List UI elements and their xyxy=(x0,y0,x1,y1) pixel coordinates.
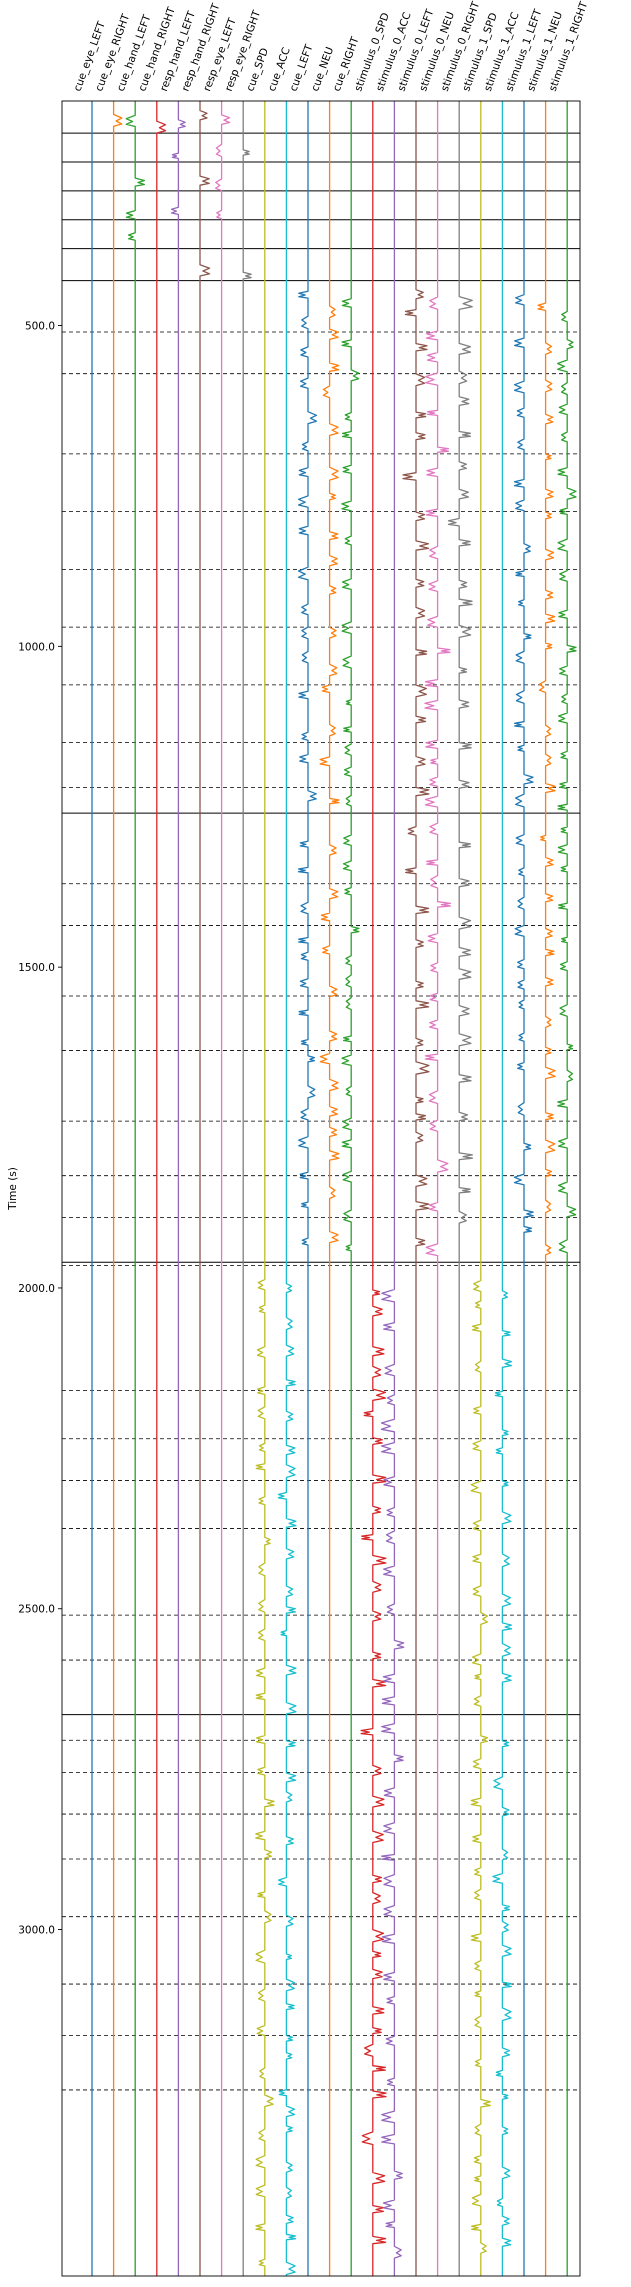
series-line-resp_eye_LEFT xyxy=(215,101,231,2276)
series-line-resp_hand_RIGHT xyxy=(199,101,211,2276)
series-line-stimulus_1_RIGHT xyxy=(557,101,577,2276)
series-line-stimulus_0_NEU xyxy=(424,101,452,2276)
block-boundary-lines xyxy=(62,331,580,2091)
y-tick-label: 1500.0 xyxy=(18,962,55,974)
series-line-stimulus_0_LEFT xyxy=(402,101,430,2276)
y-axis-title: Time (s) xyxy=(7,1167,19,1211)
y-tick-label: 3000.0 xyxy=(18,1925,55,1937)
y-tick-label: 1000.0 xyxy=(18,641,55,653)
series-line-cue_hand_RIGHT xyxy=(156,101,167,2276)
series-line-cue_eye_RIGHT xyxy=(112,101,123,2276)
series-line-stimulus_1_NEU xyxy=(537,101,556,2276)
axes-frame xyxy=(61,100,581,2277)
series-line-stimulus_0_SPD xyxy=(360,101,387,2276)
series-line-cue_NEU xyxy=(319,101,340,2276)
series-line-stimulus_0_RIGHT xyxy=(447,101,474,2276)
series-line-stimulus_1_LEFT xyxy=(513,101,534,2276)
series-line-stimulus_0_ACC xyxy=(380,101,405,2276)
series-line-resp_eye_RIGHT xyxy=(242,101,252,2276)
series-line-stimulus_1_ACC xyxy=(492,101,513,2276)
plot-area xyxy=(61,100,581,2277)
y-axis: 500.0 1000.0 1500.0 2000.0 2500.0 3000.0 xyxy=(18,321,62,1937)
series-line-resp_hand_LEFT xyxy=(170,101,186,2276)
y-tick-label: 2500.0 xyxy=(18,1604,55,1616)
series-lines xyxy=(91,101,577,2276)
column-labels: cue_eye_LEFTcue_eye_RIGHTcue_hand_LEFTcu… xyxy=(72,0,591,93)
series-line-cue_RIGHT xyxy=(341,101,360,2276)
y-tick-label: 500.0 xyxy=(25,321,55,333)
y-tick-label: 2000.0 xyxy=(18,1283,55,1295)
run-boundary-lines xyxy=(62,132,580,1716)
series-line-cue_LEFT xyxy=(297,101,318,2276)
series-line-cue_ACC xyxy=(277,101,297,2276)
series-line-cue_SPD xyxy=(255,101,275,2276)
series-line-stimulus_1_SPD xyxy=(470,101,491,2276)
series-line-cue_hand_LEFT xyxy=(125,101,146,2276)
